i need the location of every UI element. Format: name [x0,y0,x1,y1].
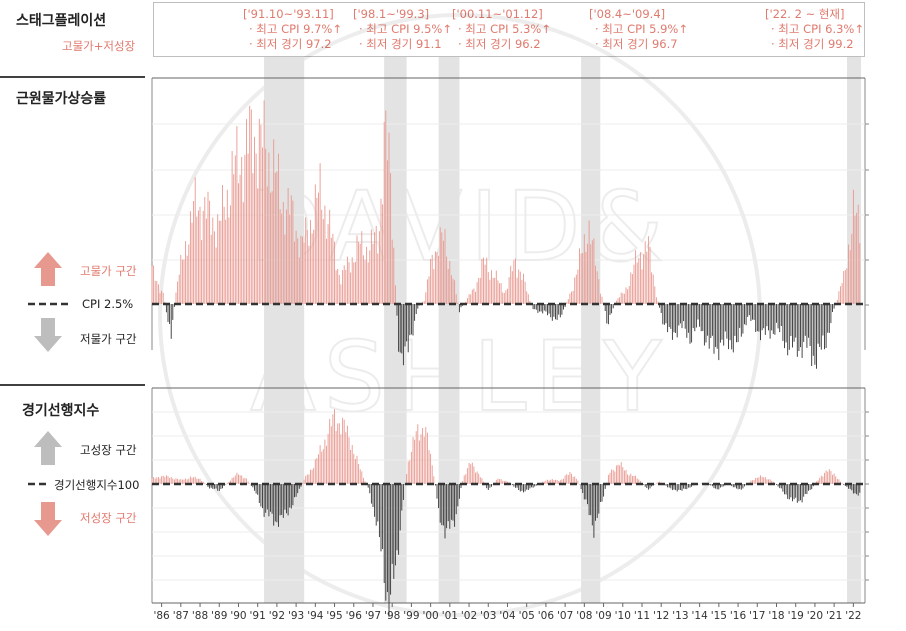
x-tick-label: '98 [384,610,401,622]
annotation-cli: · 최저 경기 99.2 [771,37,854,51]
annotation-period-5: ['22. 2 ~ 현재] · 최고 CPI 6.3%↑ · 최저 경기 99.… [765,7,864,52]
x-tick-label: '90 [230,610,247,622]
x-tick-label: '11 [633,610,651,622]
annotation-period-2: ['98.1~'99.3] · 최고 CPI 9.5%↑ · 최저 경기 91.… [353,7,452,52]
stagflation-title: 스태그플레이션 [16,13,107,29]
x-tick-label: '09 [595,610,612,622]
leading-down-arrow-icon [34,502,62,536]
x-tick-label: '15 [710,610,727,622]
leading-bars [151,409,861,617]
annotation-cpi: · 최고 CPI 6.3%↑ [771,22,864,36]
x-tick-label: '88 [191,610,209,622]
inflation-up-label: 고물가 구간 [80,264,137,278]
x-tick-label: '01 [441,610,458,622]
inflation-bars [151,100,861,369]
x-tick-label: '05 [518,610,535,622]
x-tick-label: '08 [576,610,593,622]
leading-up-arrow-icon [34,431,62,465]
x-tick-label: '93 [287,610,305,622]
watermark: DAVID&ASHLEY [158,13,762,617]
x-tick-label: '02 [460,610,478,622]
annotation-period-4: ['08.4~'09.4] · 최고 CPI 5.9%↑ · 최저 경기 96.… [589,7,688,52]
watermark-ring [158,13,762,617]
x-tick-label: '22 [845,610,862,622]
x-tick-label: '99 [403,610,420,622]
stagflation-period-shade [847,57,862,603]
x-tick-label: '96 [345,610,362,622]
annotation-cpi: · 최고 CPI 9.7%↑ [249,22,342,36]
inflation-reference-label: CPI 2.5% [82,297,134,311]
inflation-up-arrow-icon [34,252,62,286]
x-tick-label: '10 [614,610,631,622]
annotation-cpi: · 최고 CPI 9.5%↑ [359,22,452,36]
annotation-period-1: ['91.10~'93.11] · 최고 CPI 9.7%↑ · 최저 경기 9… [243,7,342,52]
x-tick-label: '03 [480,610,497,622]
x-tick-label: '94 [307,610,324,622]
stagflation-period-shade [581,57,601,603]
x-tick-label: '95 [326,610,343,622]
x-tick-label: '16 [729,610,747,622]
x-tick-label: '07 [557,610,574,622]
stagflation-subtitle: 고물가+저성장 [62,39,136,53]
stagflation-period-shade [264,57,305,603]
annotation-period-label: ['00.11~'01.12] [452,7,543,21]
annotation-box [153,2,865,57]
x-tick-label: '14 [691,610,708,622]
annotation-period-label: ['98.1~'99.3] [353,7,430,21]
annotation-cpi: · 최고 CPI 5.3%↑ [458,22,551,36]
x-tick-label: '86 [153,610,170,622]
annotation-cli: · 최저 경기 96.7 [595,37,678,51]
x-tick-label: '89 [211,610,228,622]
watermark-line-2: ASHLEY [250,321,670,433]
leading-up-label: 고성장 구간 [80,443,137,457]
leading-panel-title: 경기선행지수 [22,403,100,419]
inflation-panel-title: 근원물가상승률 [16,91,107,107]
leading-down-label: 저성장 구간 [80,511,137,525]
annotation-period-label: ['22. 2 ~ 현재] [765,7,845,21]
x-tick-label: '13 [672,610,689,622]
x-tick-label: '20 [806,610,824,622]
x-tick-label: '06 [537,610,555,622]
inflation-down-label: 저물가 구간 [80,332,137,346]
leading-reference-label: 경기선행지수100 [54,478,140,492]
annotation-cli: · 최저 경기 97.2 [249,37,332,51]
annotation-period-label: ['91.10~'93.11] [243,7,334,21]
x-tick-label: '04 [499,610,516,622]
x-tick-label: '21 [826,610,843,622]
x-tick-label: '12 [653,610,670,622]
annotation-cli: · 최저 경기 96.2 [458,37,541,51]
stagflation-period-shade [384,57,407,603]
annotation-cli: · 최저 경기 91.1 [359,37,442,51]
x-tick-label: '97 [364,610,382,622]
x-tick-label: '19 [787,610,804,622]
x-tick-label: '87 [172,610,189,622]
x-tick-label: '17 [749,610,766,622]
annotation-cpi: · 최고 CPI 5.9%↑ [595,22,688,36]
x-tick-label: '92 [268,610,286,622]
x-tick-label: '18 [768,610,785,622]
x-tick-label: '00 [422,610,439,622]
inflation-down-arrow-icon [34,318,62,352]
x-tick-label: '91 [249,610,266,622]
annotation-period-label: ['08.4~'09.4] [589,7,666,21]
stagflation-period-shade [438,57,460,603]
annotation-period-3: ['00.11~'01.12] · 최고 CPI 5.3%↑ · 최저 경기 9… [452,7,551,52]
